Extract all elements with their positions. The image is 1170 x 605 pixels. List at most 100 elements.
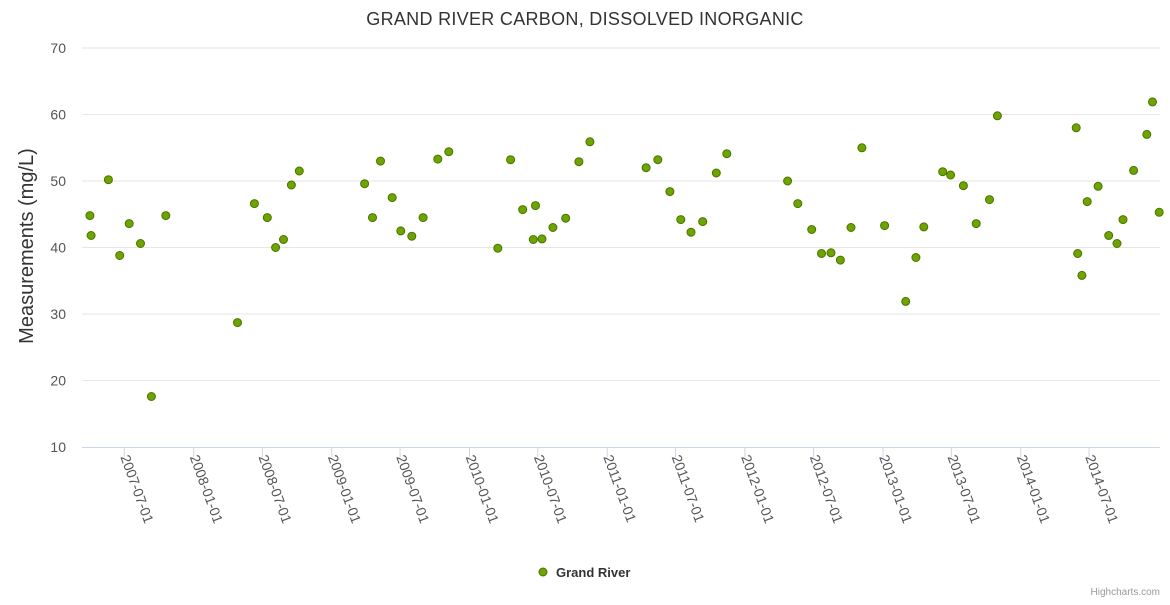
data-point[interactable] [506,155,516,165]
data-point[interactable] [1118,215,1128,225]
data-point[interactable] [233,318,242,328]
data-point[interactable] [946,170,956,180]
legend-marker-icon[interactable] [538,567,548,577]
x-tick-label: 2008-07-01 [256,453,296,526]
data-point[interactable] [985,195,994,205]
data-point[interactable] [537,234,547,244]
data-point[interactable] [992,111,1002,121]
data-point[interactable] [1129,165,1139,175]
data-point[interactable] [817,249,826,258]
y-tick-label: 10 [50,439,66,455]
data-point[interactable] [826,248,836,258]
data-point[interactable] [115,251,125,260]
data-point[interactable] [103,175,113,185]
data-point[interactable] [493,243,503,253]
x-tick-label: 2012-01-01 [738,453,778,526]
data-point[interactable] [418,213,428,223]
data-point[interactable] [919,222,929,232]
data-point[interactable] [444,147,454,157]
data-point[interactable] [1071,123,1081,133]
legend-item-grand-river[interactable]: Grand River [556,565,630,580]
data-point[interactable] [857,143,867,153]
data-point[interactable] [518,205,528,215]
data-point[interactable] [665,187,675,197]
data-point[interactable] [407,231,417,241]
data-point[interactable] [396,226,406,236]
y-tick-label: 60 [50,107,66,123]
data-point[interactable] [574,157,584,167]
data-point[interactable] [561,213,571,223]
x-tick-label: 2013-07-01 [945,453,985,526]
data-point[interactable] [585,137,595,147]
x-tick-label: 2013-01-01 [876,453,916,526]
data-point[interactable] [360,179,370,189]
data-point[interactable] [698,217,708,227]
data-point[interactable] [793,199,803,209]
series-grand-river[interactable] [85,97,1164,401]
data-point[interactable] [711,168,721,178]
x-axis: 2007-07-01 2008-01-01 2008-07-01 2009-01-01… [82,447,1160,526]
data-point[interactable] [271,243,281,252]
y-axis-title: Measurements (mg/L) [16,148,38,344]
x-tick-label: 2014-01-01 [1014,453,1054,526]
legend[interactable]: Grand River [538,565,630,580]
data-point[interactable] [676,215,686,225]
data-point[interactable] [807,225,817,234]
data-point[interactable] [641,163,651,173]
grid-lines [82,47,1160,381]
data-point[interactable] [686,227,696,237]
data-point[interactable] [1154,207,1164,217]
data-point[interactable] [161,211,171,221]
y-tick-label: 40 [50,240,66,256]
data-point[interactable] [433,154,443,164]
data-point[interactable] [86,231,96,240]
data-point[interactable] [387,193,397,203]
data-point[interactable] [146,392,156,401]
data-point[interactable] [376,156,385,166]
data-point[interactable] [1082,197,1092,207]
data-point[interactable] [971,219,981,229]
chart-title: GRAND RIVER CARBON, DISSOLVED INORGANIC [366,9,803,29]
x-tick-label: 2011-07-01 [669,453,708,525]
y-tick-label: 50 [50,173,66,189]
x-tick-label: 2009-07-01 [393,453,433,526]
data-point[interactable] [279,235,288,244]
data-point[interactable] [294,166,304,176]
data-point[interactable] [136,239,145,248]
data-point[interactable] [1077,270,1087,280]
data-point[interactable] [846,223,856,232]
y-tick-label: 20 [50,373,66,389]
data-point[interactable] [958,181,968,191]
data-point[interactable] [1093,181,1103,191]
data-point[interactable] [901,296,911,306]
data-point[interactable] [1142,129,1152,139]
data-point[interactable] [124,219,134,229]
data-point[interactable] [85,211,95,221]
y-axis: 10 20 30 40 50 60 70 [50,40,66,455]
data-point[interactable] [835,255,845,265]
credits-link[interactable]: Highcharts.com [1091,587,1160,598]
x-tick-label: 2011-01-01 [600,453,639,525]
data-point[interactable] [262,213,272,223]
x-tick-label: 2007-07-01 [117,453,157,526]
data-point[interactable] [368,213,377,223]
data-point[interactable] [722,149,732,159]
data-point[interactable] [653,155,663,165]
data-point[interactable] [911,253,921,262]
data-point[interactable] [249,199,259,209]
data-point[interactable] [938,167,948,177]
data-point[interactable] [1104,231,1114,240]
data-point[interactable] [286,180,296,190]
data-point[interactable] [1112,239,1122,248]
data-point[interactable] [548,223,558,232]
data-point[interactable] [531,201,540,211]
data-point[interactable] [783,176,793,186]
data-point[interactable] [528,235,538,244]
x-tick-label: 2008-01-01 [187,453,227,526]
y-tick-label: 30 [50,306,66,322]
data-point[interactable] [880,221,890,231]
data-point[interactable] [1073,249,1083,258]
data-point[interactable] [1148,97,1157,107]
